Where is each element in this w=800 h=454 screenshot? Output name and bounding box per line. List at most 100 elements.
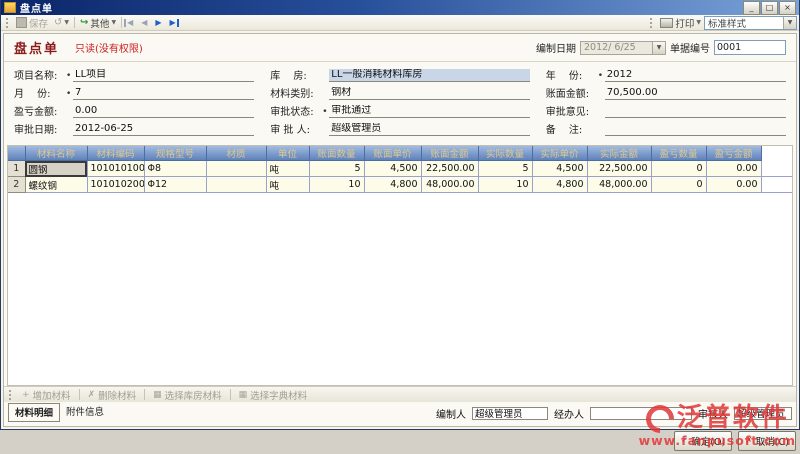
table-cell[interactable]: 1010101002 <box>87 160 145 177</box>
table-cell[interactable]: 4,500 <box>532 160 588 177</box>
table-cell[interactable]: Φ12 <box>144 176 207 193</box>
field-value[interactable]: 审批通过 <box>329 105 530 118</box>
field-value[interactable]: 超级管理员 <box>329 123 530 136</box>
table-cell[interactable] <box>206 160 267 177</box>
nav-next-button[interactable]: ▶ <box>155 17 162 27</box>
minimize-button[interactable]: _ <box>743 0 760 15</box>
table-cell[interactable]: 48,000.00 <box>421 176 479 193</box>
other-arrow-icon: ↪ <box>80 16 89 28</box>
button-label: 删除材料 <box>98 390 137 402</box>
tab-附件信息[interactable]: 附件信息 <box>66 407 105 418</box>
field-label: 月 份: <box>14 89 51 100</box>
doc-no-input[interactable]: 0001 <box>714 40 786 55</box>
table-cell[interactable]: 5 <box>478 160 533 177</box>
restore-button[interactable]: □ <box>761 0 778 15</box>
column-header[interactable]: 盈亏数量 <box>651 146 707 161</box>
form-field: 库 房: LL一般消耗材料库房 <box>270 69 530 82</box>
column-header[interactable]: 规格型号 <box>144 146 207 161</box>
field-label: 库 房: <box>270 71 307 82</box>
column-header[interactable]: 账面单价 <box>364 146 422 161</box>
add-material-button[interactable]: + 增加材料 <box>18 388 75 402</box>
field-value[interactable]: 7 <box>73 87 255 100</box>
column-header[interactable]: 实际金额 <box>587 146 652 161</box>
column-header[interactable]: 单位 <box>266 146 310 161</box>
print-style-select[interactable]: 标准样式 ▼ <box>704 15 797 30</box>
save-button[interactable]: 保存 <box>13 16 51 30</box>
column-header[interactable]: 实际单价 <box>532 146 588 161</box>
table-cell[interactable]: 0.00 <box>706 160 762 177</box>
table-cell[interactable]: 0.00 <box>706 176 762 193</box>
column-header[interactable]: 材料名称 <box>25 146 88 161</box>
signer-label: 编制人 <box>436 410 466 421</box>
field-label: 材料类别: <box>270 89 314 100</box>
column-header[interactable]: 账面金额 <box>421 146 479 161</box>
field-value[interactable]: 70,500.00 <box>604 87 786 100</box>
chevron-down-icon: ▼ <box>111 18 117 26</box>
select-warehouse-material-icon: ▦ <box>153 389 162 400</box>
nav-prev-button[interactable]: ◀ <box>141 17 148 27</box>
delete-material-button[interactable]: ✗ 删除材料 <box>84 388 141 402</box>
column-header[interactable] <box>8 146 26 161</box>
field-value[interactable] <box>604 123 786 136</box>
field-value[interactable] <box>604 105 786 118</box>
close-button[interactable]: × <box>779 0 796 15</box>
material-grid-area: 材料名称 材料编码 规格型号 材质 单位 账面数量 账面单价 账面金额 实际数量 实际单价 实际金额… <box>7 145 793 386</box>
compile-date-picker[interactable]: 2012/ 6/25 ▼ <box>580 40 666 55</box>
table-cell[interactable] <box>206 176 267 193</box>
signer-input[interactable]: 超级管理员 <box>472 407 548 420</box>
table-cell[interactable]: 圆钢 <box>25 160 88 177</box>
field-value[interactable]: 钢材 <box>329 87 530 100</box>
select-warehouse-material-button[interactable]: ▦ 选择库房材料 <box>149 388 226 402</box>
table-cell[interactable]: 0 <box>651 160 707 177</box>
signer-input[interactable] <box>590 407 692 420</box>
undo-button[interactable]: ↺ ▼ <box>51 17 72 28</box>
column-header[interactable]: 账面数量 <box>309 146 365 161</box>
form-field: 项目名称: • LL项目 <box>14 69 255 82</box>
table-cell[interactable]: Φ8 <box>144 160 207 177</box>
print-style-value: 标准样式 <box>708 18 747 30</box>
table-cell[interactable]: 48,000.00 <box>587 176 652 193</box>
table-cell[interactable]: 螺纹钢 <box>25 176 88 193</box>
select-dictionary-material-button[interactable]: ▦ 选择字典材料 <box>235 388 312 402</box>
field-label: 审批日期: <box>14 125 58 136</box>
dialog-button-strip: ✓ 确定(O) ✗ 取消(C) <box>674 431 796 451</box>
table-cell[interactable]: 吨 <box>266 160 310 177</box>
table-cell[interactable]: 5 <box>309 160 365 177</box>
table-cell[interactable]: 22,500.00 <box>587 160 652 177</box>
table-header-row: 材料名称 材料编码 规格型号 材质 单位 账面数量 账面单价 账面金额 实际数量 实际单价 实际金额… <box>8 146 792 161</box>
table-cell[interactable]: 22,500.00 <box>421 160 479 177</box>
field-value[interactable]: LL一般消耗材料库房 <box>329 69 530 82</box>
signer-input[interactable]: 超级管理员 <box>734 407 792 420</box>
table-cell[interactable]: 10 <box>309 176 365 193</box>
column-header[interactable]: 盈亏金额 <box>706 146 762 161</box>
nav-first-button[interactable]: ◀ <box>124 18 137 27</box>
table-cell[interactable]: 1010102001 <box>87 176 145 193</box>
table-cell[interactable]: 吨 <box>266 176 310 193</box>
check-icon: ✓ <box>680 436 689 446</box>
toolbar-grip <box>9 389 13 400</box>
table-cell[interactable]: 10 <box>478 176 533 193</box>
chevron-down-icon[interactable]: ▼ <box>783 16 796 29</box>
ok-button[interactable]: ✓ 确定(O) <box>674 431 732 451</box>
field-value[interactable]: 0.00 <box>73 105 255 118</box>
table-cell[interactable]: 4,500 <box>364 160 422 177</box>
column-header[interactable]: 材料编码 <box>87 146 145 161</box>
column-header[interactable]: 材质 <box>206 146 267 161</box>
page-title: 盘点单 <box>14 42 60 57</box>
row-number-cell[interactable]: 1 <box>8 160 26 177</box>
table-cell[interactable]: 0 <box>651 176 707 193</box>
table-cell[interactable]: 4,800 <box>364 176 422 193</box>
table-cell[interactable]: 4,800 <box>532 176 588 193</box>
print-button[interactable]: 打印 ▼ <box>657 16 704 30</box>
cancel-button[interactable]: ✗ 取消(C) <box>738 431 796 451</box>
filler-cell <box>761 176 792 193</box>
row-number-cell[interactable]: 2 <box>8 176 26 193</box>
chevron-down-icon[interactable]: ▼ <box>652 41 665 54</box>
column-header[interactable]: 实际数量 <box>478 146 533 161</box>
nav-last-button[interactable]: ▶ <box>166 18 179 27</box>
other-menu-button[interactable]: ↪ 其他 ▼ <box>80 16 117 30</box>
field-value[interactable]: 2012-06-25 <box>73 123 255 136</box>
field-value[interactable]: LL项目 <box>73 69 255 82</box>
tab-材料明细[interactable]: 材料明细 <box>8 403 61 422</box>
field-value[interactable]: 2012 <box>604 69 786 82</box>
